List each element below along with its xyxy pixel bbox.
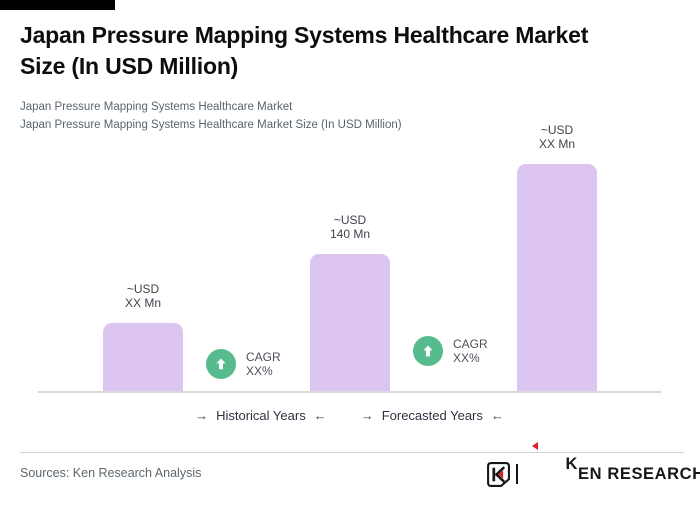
bar-value-label-middle: ~USD 140 Mn xyxy=(329,213,371,241)
bar-value-label-historical: ~USD XX Mn xyxy=(124,282,161,310)
x-axis-group-legend: → Historical Years ← → Forecasted Years … xyxy=(38,408,661,423)
ken-research-shield-icon xyxy=(487,461,510,487)
left-arrow-icon: ← xyxy=(313,408,327,423)
logo-rest: EN RESEARCH xyxy=(578,464,700,483)
page-title-line2: Size (In USD Million) xyxy=(20,53,239,79)
left-arrow-icon: ← xyxy=(490,408,504,423)
chart-subtitle-line1: Japan Pressure Mapping Systems Healthcar… xyxy=(20,101,293,113)
bar-forecast xyxy=(517,164,597,391)
footer-divider xyxy=(20,452,684,453)
legend-label: Forecasted Years xyxy=(381,408,483,423)
bar-chart-plot: ~USD XX Mn ~USD 140 Mn ~USD XX Mn xyxy=(38,123,661,393)
cagr-text: CAGR XX% xyxy=(453,337,488,365)
cagr-badge-forecast: CAGR XX% xyxy=(413,336,488,366)
right-arrow-icon: → xyxy=(360,408,374,423)
ken-research-logo: K EN RESEARCH xyxy=(487,441,700,487)
chart-subtitle: Japan Pressure Mapping Systems Healthcar… xyxy=(20,98,660,134)
chart-subtitle-line2: Japan Pressure Mapping Systems Healthcar… xyxy=(20,119,402,131)
sources-text: Sources: Ken Research Analysis xyxy=(20,466,202,480)
legend-item-historical-years: → Historical Years ← xyxy=(195,408,327,423)
logo-separator xyxy=(516,464,518,484)
legend-item-forecasted-years: → Forecasted Years ← xyxy=(361,408,504,423)
logo-wordmark: K EN RESEARCH xyxy=(524,436,700,512)
right-arrow-icon: → xyxy=(195,408,209,423)
cagr-text: CAGR XX% xyxy=(246,350,281,378)
bar-middle xyxy=(310,254,390,391)
page-title-line1: Japan Pressure Mapping Systems Healthcar… xyxy=(20,22,589,48)
logo-letter-k: K xyxy=(565,455,579,473)
bar-historical xyxy=(103,323,183,391)
x-axis-baseline xyxy=(38,391,661,393)
cagr-badge-historical: CAGR XX% xyxy=(206,349,281,379)
growth-up-arrow-icon xyxy=(413,336,443,366)
top-left-black-bar xyxy=(0,0,115,10)
growth-up-arrow-icon xyxy=(206,349,236,379)
page-title: Japan Pressure Mapping Systems Healthcar… xyxy=(20,20,680,82)
legend-label: Historical Years xyxy=(216,408,306,423)
logo-red-arrow-icon xyxy=(531,441,538,450)
bar-value-label-forecast: ~USD XX Mn xyxy=(538,123,575,151)
